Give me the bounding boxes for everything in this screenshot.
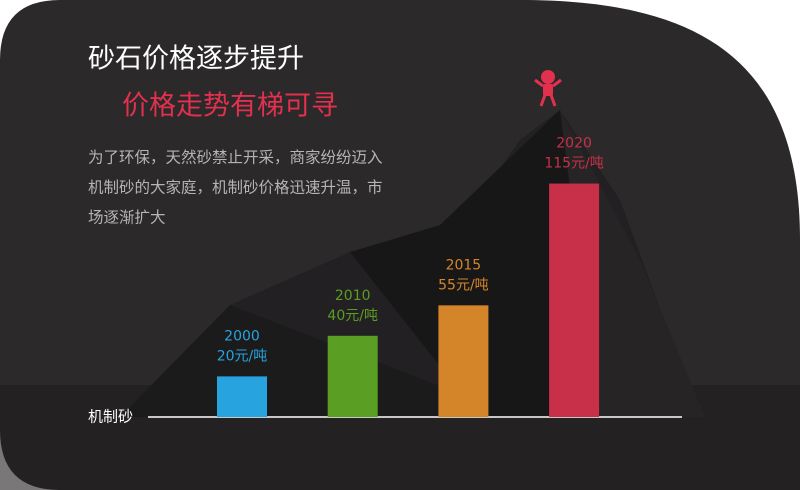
description-line: 场逐渐扩大	[88, 209, 166, 227]
bar	[549, 183, 600, 417]
x-axis-label: 机制砂	[88, 408, 133, 426]
category-label: 2020	[556, 136, 592, 152]
value-label: 115元/吨	[544, 156, 603, 172]
bar	[327, 335, 378, 417]
description-line: 为了环保，天然砂禁止开采，商家纷纷迈入	[88, 149, 383, 167]
category-label: 2015	[446, 257, 482, 273]
description-line: 机制砂的大家庭，机制砂价格迅速升温，市	[88, 179, 383, 197]
category-label: 2000	[224, 328, 260, 344]
mascot	[534, 70, 562, 107]
value-label: 20元/吨	[217, 348, 268, 364]
category-label: 2010	[335, 288, 371, 304]
value-label: 40元/吨	[327, 308, 378, 324]
chart-subtitle: 价格走势有梯可寻	[122, 91, 338, 122]
bar	[438, 305, 489, 417]
value-label: 55元/吨	[438, 277, 489, 293]
chart-title: 砂石价格逐步提升	[88, 44, 304, 75]
bar	[217, 376, 267, 417]
